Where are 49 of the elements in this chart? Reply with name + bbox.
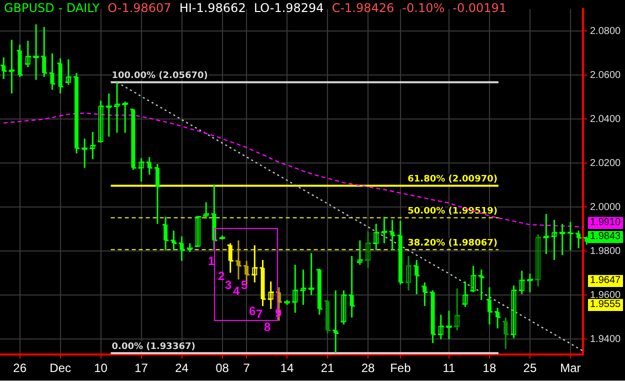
y-tick-label: 2.0200 <box>590 158 622 169</box>
x-tick-label: 08 <box>216 361 230 376</box>
candlestick <box>195 215 200 248</box>
text: 1.9555 <box>588 299 623 311</box>
x-tick-label: 17 <box>134 361 148 376</box>
annotation: C-1.98426 <box>332 1 394 15</box>
annotation: 4 <box>233 284 240 298</box>
annotation: HI-1.98662 <box>179 1 246 15</box>
ref-line-label: 61.80% (2.00970) <box>408 174 498 185</box>
x-tick-label: 11 <box>442 361 456 376</box>
x-tick-label: Dec <box>50 361 71 376</box>
annotation: 7 <box>256 307 263 321</box>
x-tick-label: 18 <box>482 361 496 376</box>
x-tick-label: 14 <box>280 361 294 376</box>
annotation: 8 <box>264 320 271 334</box>
ref-line-label: 0.00% (1.93367) <box>112 342 196 352</box>
annotation: O-1.98607 <box>108 1 172 15</box>
annotation: 6 <box>249 304 256 318</box>
candlestick <box>552 219 557 261</box>
ref-line-label: 100.00% (2.05670) <box>112 71 208 82</box>
y-tick-label: 1.9800 <box>590 246 622 257</box>
y-tick-label: 1.9400 <box>590 334 622 345</box>
annotation: -0.10% <box>402 1 445 15</box>
ref-line-label: 38.20% (1.98067) <box>408 238 498 249</box>
candlestick <box>300 268 306 306</box>
annotation: 3 <box>225 278 232 292</box>
text: 1.9647 <box>588 275 623 287</box>
annotation: 2 <box>218 269 225 283</box>
y-tick-label: 2.0800 <box>590 26 622 37</box>
x-tick-label: Feb <box>390 361 412 376</box>
x-tick-label: Mar <box>560 361 581 376</box>
y-tick-label: 2.0000 <box>590 202 622 213</box>
y-tick-label: 1.9600 <box>590 290 622 301</box>
x-tick-label: 21 <box>320 361 335 376</box>
annotation: 5 <box>241 278 248 292</box>
chart-title: GBPUSD - DAILY <box>4 1 100 15</box>
x-tick-label: 26 <box>13 361 27 376</box>
text: 1.9843 <box>588 231 623 243</box>
annotation: LO-1.98294 <box>254 1 324 15</box>
x-tick-label: 7 <box>243 361 250 376</box>
y-tick-label: 2.0600 <box>590 70 622 81</box>
text: 1.9910 <box>588 217 623 229</box>
x-tick-label: 10 <box>94 361 108 376</box>
y-tick-label: 2.0400 <box>590 114 622 125</box>
annotation: -0.00191 <box>452 1 507 15</box>
annotation: 1 <box>208 254 215 268</box>
x-tick-label: 28 <box>361 361 376 376</box>
x-tick-label: 25 <box>523 361 537 376</box>
x-tick-label: 24 <box>175 361 189 376</box>
